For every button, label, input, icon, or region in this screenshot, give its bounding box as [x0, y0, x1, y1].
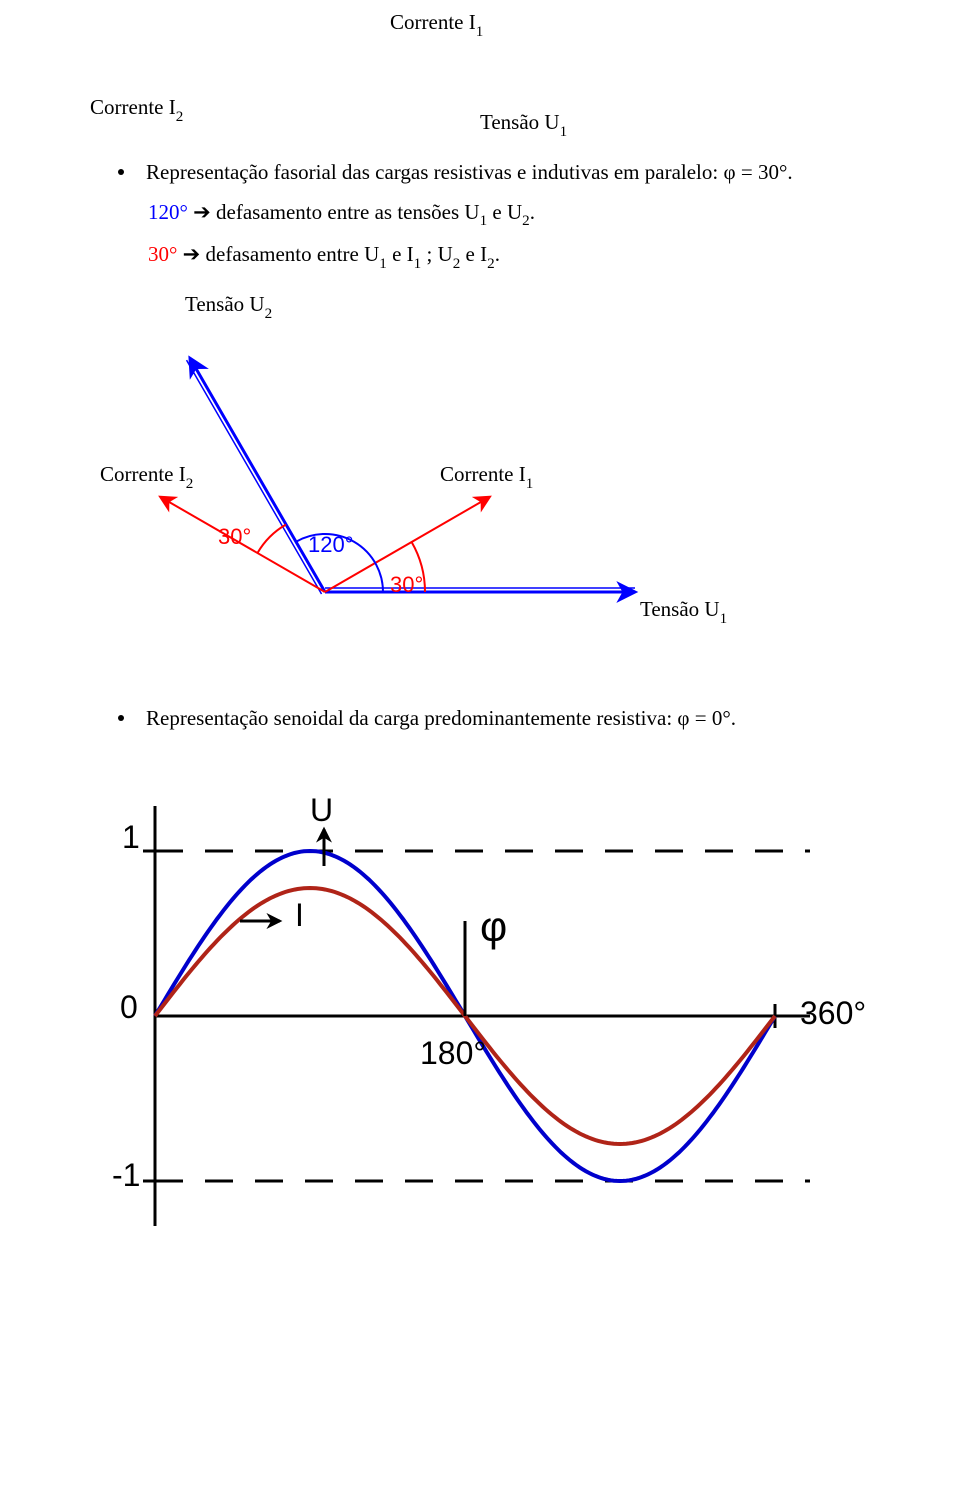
text: Corrente I — [100, 462, 186, 486]
text: Tensão U — [640, 597, 720, 621]
text: e U — [487, 200, 522, 224]
sub: 2 — [176, 109, 184, 125]
sub: 1 — [560, 124, 568, 140]
sub: 2 — [522, 213, 530, 229]
sub: 1 — [414, 256, 422, 272]
text: Tensão U — [480, 110, 560, 134]
label-tensao-u1: Tensão U1 — [640, 597, 727, 626]
text: ; U — [421, 242, 453, 266]
text: Tensão U — [185, 292, 265, 316]
sub: 1 — [480, 213, 488, 229]
page: Corrente I1 Corrente I2 Tensão U1 Repres… — [0, 0, 960, 1286]
text: Corrente I — [440, 462, 526, 486]
line-30: 30° ➔ defasamento entre U1 e I1 ; U2 e I… — [148, 238, 870, 274]
bullet-dot-icon — [118, 715, 124, 721]
sub: 2 — [453, 256, 461, 272]
arrow-icon: ➔ — [177, 242, 205, 266]
bullet-text: Representação fasorial das cargas resist… — [146, 156, 793, 190]
label-tensao-u1-top: Tensão U1 — [480, 110, 567, 139]
svg-text:0: 0 — [120, 989, 138, 1025]
text: e I — [387, 242, 414, 266]
text: defasamento entre U — [206, 242, 380, 266]
text: Corrente I — [90, 95, 176, 119]
sub: 1 — [379, 256, 387, 272]
angle-30: 30° — [148, 242, 177, 266]
label-corrente-i2-top: Corrente I2 — [90, 95, 183, 124]
text: . — [530, 200, 535, 224]
bullet-senoidal: Representação senoidal da carga predomin… — [118, 702, 870, 736]
bullet-text: Representação senoidal da carga predomin… — [146, 702, 736, 736]
text: e I — [460, 242, 487, 266]
label-corrente-i2: Corrente I2 — [100, 462, 193, 491]
sub: 2 — [186, 476, 194, 492]
label-corrente-i1-top: Corrente I1 — [390, 10, 483, 39]
sine-diagram: U Iφ 0 1 -1 180° 360° — [110, 766, 890, 1246]
svg-text:-1: -1 — [112, 1157, 140, 1193]
sine-svg: U Iφ 0 1 -1 180° 360° — [110, 766, 890, 1246]
text: Corrente I — [390, 10, 476, 34]
text: defasamento entre as tensões U — [216, 200, 480, 224]
svg-text:30°: 30° — [218, 524, 251, 549]
arrow-icon: ➔ — [188, 200, 216, 224]
sub: 1 — [526, 476, 534, 492]
svg-text:φ: φ — [480, 903, 507, 950]
label-corrente-i1: Corrente I1 — [440, 462, 533, 491]
svg-text:120°: 120° — [308, 532, 354, 557]
bullet-dot-icon — [118, 169, 124, 175]
svg-text:U: U — [310, 792, 333, 828]
svg-text:1: 1 — [122, 819, 140, 855]
top-label-region: Corrente I 1 Corrente I2 Tensão U1 — [90, 40, 870, 150]
svg-text:30°: 30° — [390, 572, 423, 597]
sub: 2 — [487, 256, 495, 272]
sub: 1 — [720, 611, 728, 627]
phasor-diagram: 30°120°30° Tensão U2 Corrente I2 Corrent… — [100, 292, 880, 672]
sub: 1 — [476, 24, 484, 40]
line-120: 120° ➔ defasamento entre as tensões U1 e… — [148, 196, 870, 232]
svg-text:I: I — [295, 897, 304, 933]
angle-120: 120° — [148, 200, 188, 224]
svg-text:360°: 360° — [800, 995, 866, 1031]
sub: 2 — [265, 306, 273, 322]
label-tensao-u2: Tensão U2 — [185, 292, 272, 321]
bullet-fasorial: Representação fasorial das cargas resist… — [118, 156, 870, 190]
svg-text:180°: 180° — [420, 1035, 486, 1071]
text: . — [495, 242, 500, 266]
